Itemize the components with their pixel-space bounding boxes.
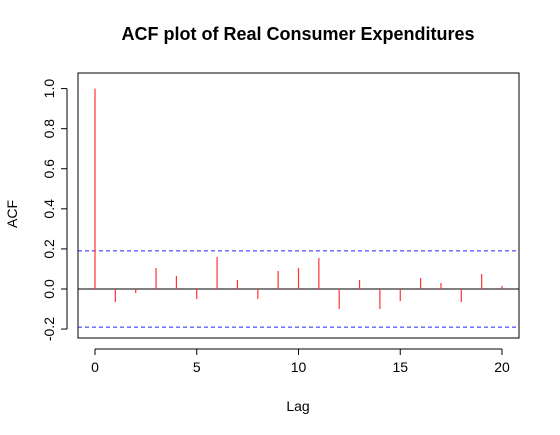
chart-title: ACF plot of Real Consumer Expenditures <box>121 24 474 44</box>
x-tick-label-0: 0 <box>91 359 99 375</box>
y-tick-label-1: 0.0 <box>41 279 57 299</box>
y-tick-label-0: -0.2 <box>41 317 57 341</box>
y-tick-label-2: 0.2 <box>41 239 57 259</box>
y-tick-label-4: 0.6 <box>41 159 57 179</box>
x-tick-label-15: 15 <box>392 359 408 375</box>
y-tick-label-3: 0.4 <box>41 199 57 219</box>
plot-area: 0 5 10 15 20 -0.2 0.0 0.2 0.4 0.6 0.8 1.0 <box>41 72 520 375</box>
y-axis-label: ACF <box>4 200 20 228</box>
x-tick-label-5: 5 <box>193 359 201 375</box>
plot-frame <box>77 72 520 339</box>
y-tick-label-6: 1.0 <box>41 79 57 99</box>
x-axis-label: Lag <box>286 398 309 414</box>
y-tick-label-5: 0.8 <box>41 119 57 139</box>
x-tick-label-10: 10 <box>291 359 307 375</box>
x-tick-label-20: 20 <box>494 359 510 375</box>
